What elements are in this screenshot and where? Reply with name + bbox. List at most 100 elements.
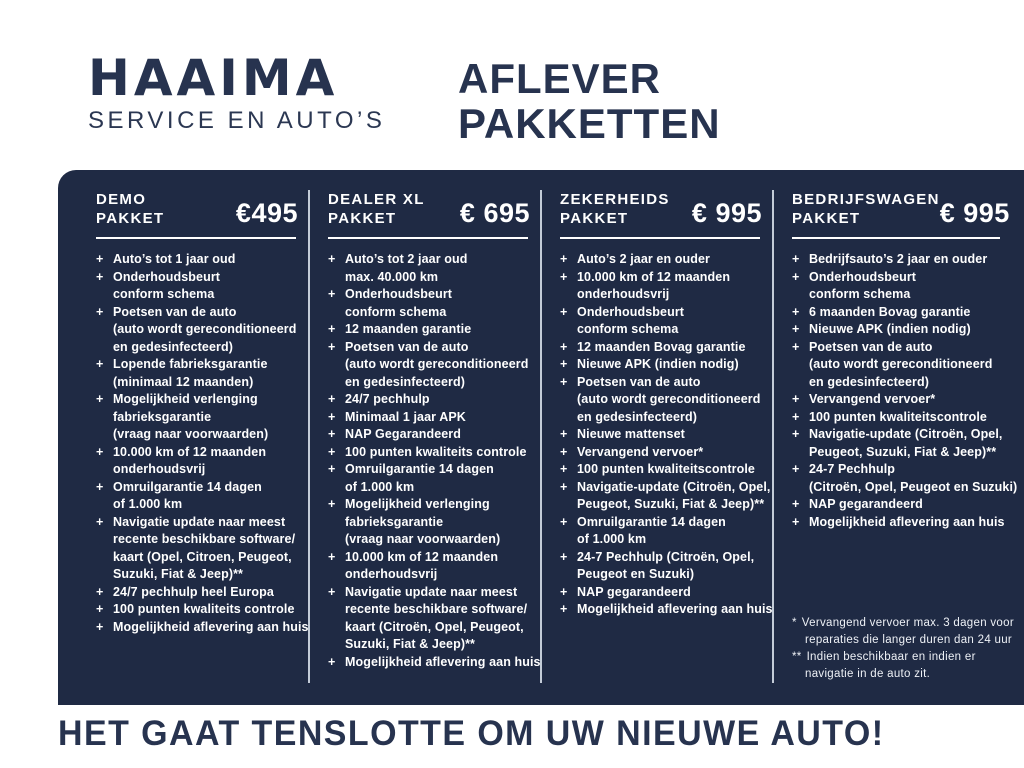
feature-line: conform schema: [113, 287, 215, 301]
feature-line: Navigatie-update (Citroën, Opel,: [577, 479, 771, 494]
plus-bullet: +: [96, 584, 104, 599]
feature-line: of 1.000 km: [345, 479, 415, 494]
feature-text: Auto’s tot 1 jaar oud: [113, 251, 235, 269]
feature-item: + Navigatie update naar meest recente besc…: [328, 584, 540, 654]
feature-line: Onderhoudsbeurt: [809, 269, 917, 284]
feature-line: 10.000 km of 12 maanden: [577, 269, 731, 284]
package-name-line: PAKKET: [560, 210, 629, 227]
feature-text: Minimaal 1 jaar APK: [345, 409, 466, 427]
feature-item: +24/7 pechhulp heel Europa: [96, 584, 308, 602]
feature-text: Omruilgarantie 14 dagen of 1.000 km: [345, 461, 494, 496]
feature-item: + Navigatie-update (Citroën, Opel, Peugeot…: [792, 426, 1012, 461]
package-price: € 995: [691, 198, 762, 228]
feature-line: of 1.000 km: [113, 497, 183, 511]
feature-text: 12 maanden Bovag garantie: [577, 339, 746, 357]
feature-item: + Auto’s tot 1 jaar oud: [96, 251, 308, 269]
plus-bullet: +: [328, 392, 336, 406]
feature-item: + Mogelijkheid aflevering aan huis: [560, 601, 773, 619]
feature-line: Mogelijkheid aflevering aan huis: [809, 514, 1005, 529]
plus-bullet: +: [792, 269, 800, 284]
plus-bullet: +: [560, 444, 568, 459]
feature-text: Mogelijkheid aflevering aan huis: [345, 654, 541, 672]
plus-bullet: +: [560, 339, 568, 354]
feature-item: +12 maanden garantie: [328, 321, 540, 339]
feature-line: conform schema: [809, 287, 911, 301]
feature-line: conform schema: [577, 322, 679, 336]
feature-text: 100 punten kwaliteitscontrole: [809, 409, 987, 427]
package-price: € 995: [939, 198, 1010, 228]
feature-line: fabrieksgarantie: [113, 409, 212, 424]
feature-text: Mogelijkheid aflevering aan huis: [577, 601, 773, 619]
plus-bullet: +: [328, 409, 336, 424]
feature-line: (vraag naar voorwaarden): [345, 532, 501, 546]
feature-line: (auto wordt gereconditioneerd: [577, 392, 761, 406]
plus-bullet: +: [560, 357, 568, 371]
package-feature-list: + Auto’s tot 2 jaar oud max. 40.000 km + Ond…: [328, 251, 541, 672]
feature-text: 10.000 km of 12 maanden onderhoudsvrij: [577, 269, 730, 304]
package-header: BEDRIJFSWAGEN PAKKET € 995: [792, 190, 1009, 228]
plus-bullet: +: [96, 252, 104, 266]
plus-bullet: +: [96, 602, 104, 616]
feature-item: + Poetsen van de auto (auto wordt gerecond…: [328, 339, 540, 392]
feature-line: Navigatie update naar meest: [113, 514, 286, 529]
feature-line: 10.000 km of 12 maanden: [345, 549, 499, 564]
plus-bullet: +: [560, 374, 568, 389]
package-feature-list: + Bedrijfsauto’s 2 jaar en ouder + Onderhou…: [792, 251, 1017, 532]
feature-text: 10.000 km of 12 maanden onderhoudsvrij: [345, 549, 498, 584]
feature-item: +24-7 Pechhulp (Citroën, Opel, Peugeot en…: [792, 461, 1017, 496]
feature-line: NAP gegarandeerd: [809, 497, 923, 511]
plus-bullet: +: [792, 322, 800, 336]
feature-item: + Onderhoudsbeurt conform schema: [96, 269, 308, 304]
package-name: ZEKERHEIDS PAKKET: [560, 190, 670, 228]
feature-text: 24-7 Pechhulp (Citroën, Opel, Peugeot en …: [809, 461, 1017, 496]
plus-bullet: +: [96, 514, 104, 529]
feature-line: Auto’s 2 jaar en ouder: [577, 252, 711, 266]
feature-line: Onderhoudsbeurt: [577, 304, 685, 319]
feature-item: + Onderhoudsbeurt conform schema: [560, 304, 772, 339]
feature-text: Navigatie-update (Citroën, Opel, Peugeot,…: [577, 479, 771, 514]
feature-item: + Navigatie-update (Citroën, Opel, Peugeot…: [560, 479, 772, 514]
feature-text: Poetsen van de auto (auto wordt gerecondi…: [113, 304, 296, 357]
page-title-line2: PAKKETTEN: [458, 100, 721, 147]
package-feature-list: + Auto’s tot 1 jaar oud + Onderhoudsbeurt co…: [96, 251, 309, 637]
feature-line: Navigatie update naar meest: [345, 584, 518, 599]
plus-bullet: +: [560, 602, 568, 616]
feature-item: + NAP gegarandeerd: [792, 496, 1012, 514]
feature-line: 100 punten kwaliteitscontrole: [809, 409, 987, 424]
feature-text: Poetsen van de auto (auto wordt gerecondi…: [345, 339, 528, 392]
feature-line: 6 maanden Bovag garantie: [809, 304, 971, 319]
feature-text: Onderhoudsbeurt conform schema: [577, 304, 684, 339]
package-column: ZEKERHEIDS PAKKET € 995 + Auto’s 2 jaar en o…: [540, 190, 773, 683]
feature-item: + Auto’s tot 2 jaar oud max. 40.000 km: [328, 251, 540, 286]
feature-line: (auto wordt gereconditioneerd: [345, 357, 529, 371]
feature-line: Poetsen van de auto: [113, 304, 237, 319]
feature-line: Vervangend vervoer*: [577, 444, 704, 459]
feature-item: + Mogelijkheid aflevering aan huis: [96, 619, 309, 637]
plus-bullet: +: [328, 584, 336, 599]
plus-bullet: +: [328, 462, 336, 476]
feature-line: Minimaal 1 jaar APK: [345, 409, 466, 424]
feature-item: + Poetsen van de auto (auto wordt gerecond…: [792, 339, 1012, 392]
feature-text: 100 punten kwaliteitscontrole: [577, 461, 755, 479]
feature-text: Lopende fabrieksgarantie (minimaal 12 maa…: [113, 356, 268, 391]
feature-line: (auto wordt gereconditioneerd: [809, 357, 993, 371]
feature-line: Mogelijkheid aflevering aan huis: [577, 602, 773, 616]
package-name: DEMO PAKKET: [96, 190, 164, 228]
plus-bullet: +: [560, 584, 568, 599]
feature-text: Mogelijkheid aflevering aan huis: [113, 619, 309, 637]
plus-bullet: +: [96, 619, 104, 634]
feature-line: Auto’s tot 2 jaar oud: [345, 252, 468, 266]
feature-item: + Mogelijkheid aflevering aan huis: [792, 514, 1012, 532]
feature-text: Poetsen van de auto (auto wordt gerecondi…: [809, 339, 992, 392]
package-name-line: BEDRIJFSWAGEN: [792, 191, 940, 208]
feature-item: + Poetsen van de auto (auto wordt gerecond…: [96, 304, 308, 357]
page-title-line1: AFLEVER: [458, 55, 662, 102]
feature-line: Onderhoudsbeurt: [113, 269, 221, 284]
feature-item: +24-7 Pechhulp (Citroën, Opel, Peugeot en…: [560, 549, 772, 584]
feature-line: Poetsen van de auto: [345, 339, 469, 354]
feature-text: Omruilgarantie 14 dagen of 1.000 km: [113, 479, 262, 514]
feature-text: Navigatie update naar meest recente besch…: [345, 584, 527, 654]
feature-line: en gedesinfecteerd): [113, 339, 233, 354]
feature-line: Auto’s tot 1 jaar oud: [113, 252, 236, 266]
plus-bullet: +: [560, 514, 568, 529]
